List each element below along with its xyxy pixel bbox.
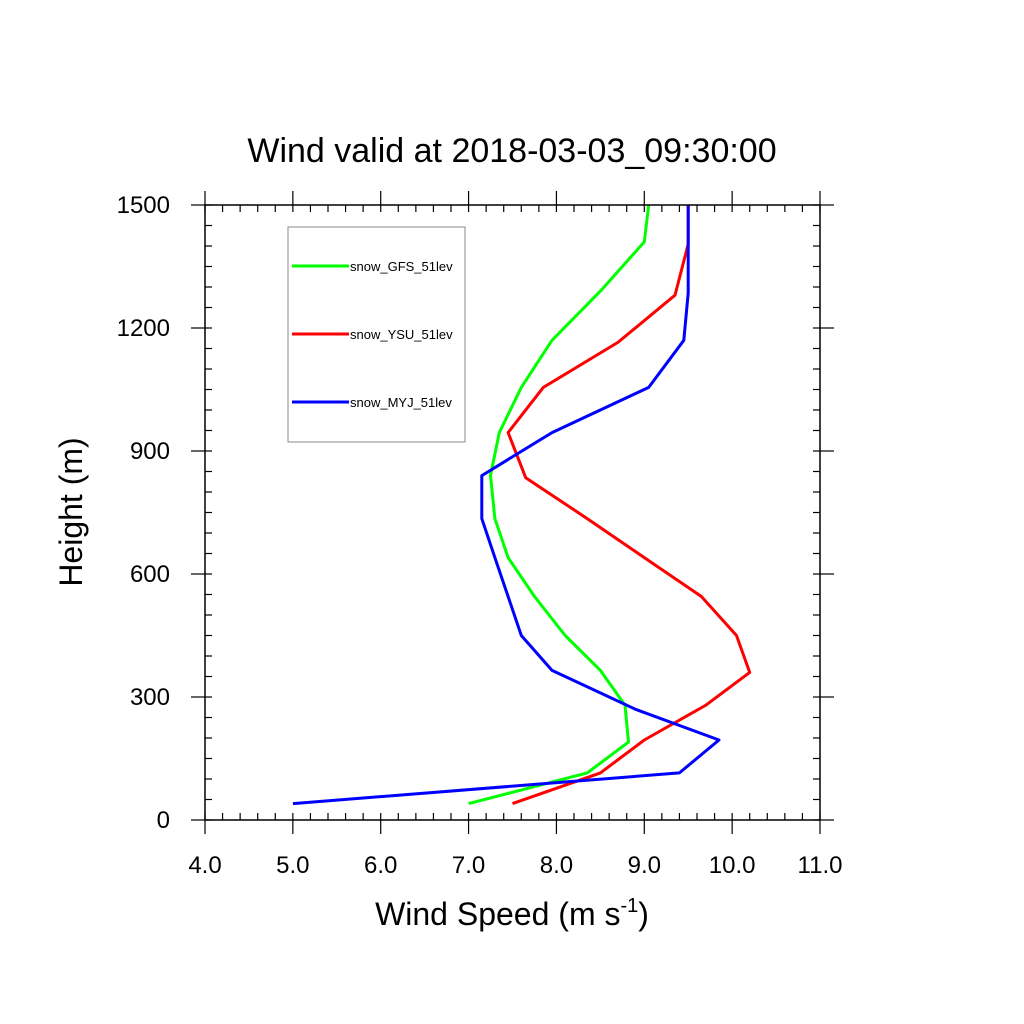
series-line-snow-myj-51lev [292, 205, 721, 806]
chart-title: Wind valid at 2018-03-03_09:30:00 [247, 132, 776, 170]
legend: snow_GFS_51lev snow_YSU_51lev snow_MYJ_51l… [287, 226, 466, 443]
series-lines [292, 204, 752, 806]
x-tick-label: 10.0 [709, 852, 756, 879]
legend-label: snow_MYJ_51lev [350, 395, 452, 410]
legend-label: snow_YSU_51lev [350, 327, 453, 342]
x-tick-label: 4.0 [188, 852, 221, 879]
y-tick-label: 900 [130, 438, 170, 465]
series-line-snow-ysu-51lev [506, 205, 752, 806]
x-axis-label: Wind Speed (m s-1) [375, 895, 649, 932]
x-axis-label-text: Wind Speed (m s [375, 896, 620, 932]
y-tick-label: 1500 [117, 192, 170, 219]
x-tick-label: 8.0 [540, 852, 573, 879]
y-tick-labels: 0 300 600 900 1200 1500 [117, 192, 170, 834]
y-tick-label: 600 [130, 561, 170, 588]
minor-ticks [204, 204, 821, 821]
y-tick-label: 300 [130, 684, 170, 711]
x-tick-labels: 4.0 5.0 6.0 7.0 8.0 9.0 10.0 11.0 [188, 852, 842, 879]
series-line-snow-gfs-51lev [468, 204, 651, 806]
x-axis-label-superscript: -1 [620, 895, 638, 917]
major-ticks [191, 191, 834, 834]
x-tick-label: 11.0 [798, 852, 843, 879]
y-tick-label: 0 [157, 807, 170, 834]
x-tick-label: 7.0 [452, 852, 485, 879]
x-tick-label: 9.0 [628, 852, 661, 879]
y-tick-label: 1200 [117, 315, 170, 342]
x-axis-label-close: ) [638, 896, 649, 932]
legend-label: snow_GFS_51lev [350, 259, 453, 274]
plot-frame [204, 204, 821, 821]
x-tick-label: 5.0 [276, 852, 309, 879]
x-tick-label: 6.0 [364, 852, 397, 879]
y-axis-label: Height (m) [53, 437, 89, 586]
